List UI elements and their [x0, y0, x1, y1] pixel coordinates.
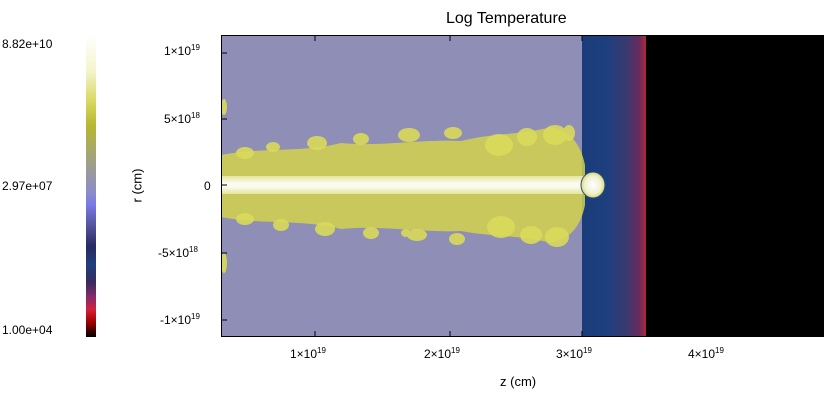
y-tick-label: -1×1019 [160, 312, 200, 328]
outside-region [646, 35, 824, 337]
jet-beam [221, 176, 591, 194]
x-tick-label: 4×1019 [688, 346, 724, 362]
colorbar-max-label: 8.82e+10 [2, 37, 53, 51]
colorbar-min-label: 1.00e+04 [2, 323, 53, 337]
x-ticks [314, 35, 714, 337]
y-ticks [221, 52, 824, 321]
jet-head [580, 171, 606, 199]
y-tick-label: 0 [204, 179, 211, 193]
y-tick-label: -5×1018 [158, 245, 198, 261]
colorbar: 8.82e+10 2.97e+07 1.00e+04 [0, 0, 120, 416]
colorbar-gradient [86, 35, 96, 337]
x-tick-label: 2×1019 [424, 346, 460, 362]
y-tick-label: 5×1018 [164, 111, 200, 127]
x-tick-label: 1×1019 [290, 346, 326, 362]
x-axis-label: z (cm) [500, 374, 537, 389]
x-tick-label: 3×1019 [556, 346, 592, 362]
y-tick-label: 1×1019 [164, 43, 200, 59]
plot-title: Log Temperature [446, 10, 567, 27]
plot-area [221, 35, 824, 337]
y-axis-label: r (cm) [129, 168, 145, 203]
colorbar-mid-label: 2.97e+07 [2, 179, 53, 193]
cocoon-blobs [221, 99, 575, 273]
